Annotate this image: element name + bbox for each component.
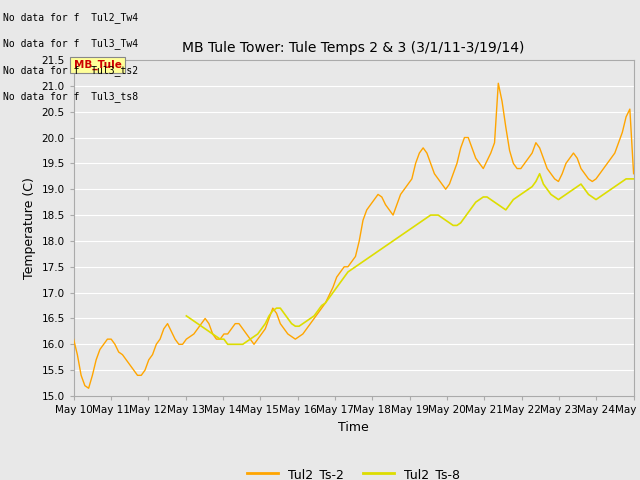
Y-axis label: Temperature (C): Temperature (C) — [23, 177, 36, 279]
Text: No data for f  Tul3_ts2: No data for f Tul3_ts2 — [3, 65, 138, 76]
Text: MB_Tule: MB_Tule — [74, 60, 122, 70]
Text: No data for f  Tul3_ts8: No data for f Tul3_ts8 — [3, 91, 138, 102]
Text: No data for f  Tul3_Tw4: No data for f Tul3_Tw4 — [3, 38, 138, 49]
X-axis label: Time: Time — [338, 420, 369, 433]
Title: MB Tule Tower: Tule Temps 2 & 3 (3/1/11-3/19/14): MB Tule Tower: Tule Temps 2 & 3 (3/1/11-… — [182, 41, 525, 55]
Text: No data for f  Tul2_Tw4: No data for f Tul2_Tw4 — [3, 12, 138, 23]
Legend: Tul2_Ts-2, Tul2_Ts-8: Tul2_Ts-2, Tul2_Ts-8 — [242, 463, 465, 480]
